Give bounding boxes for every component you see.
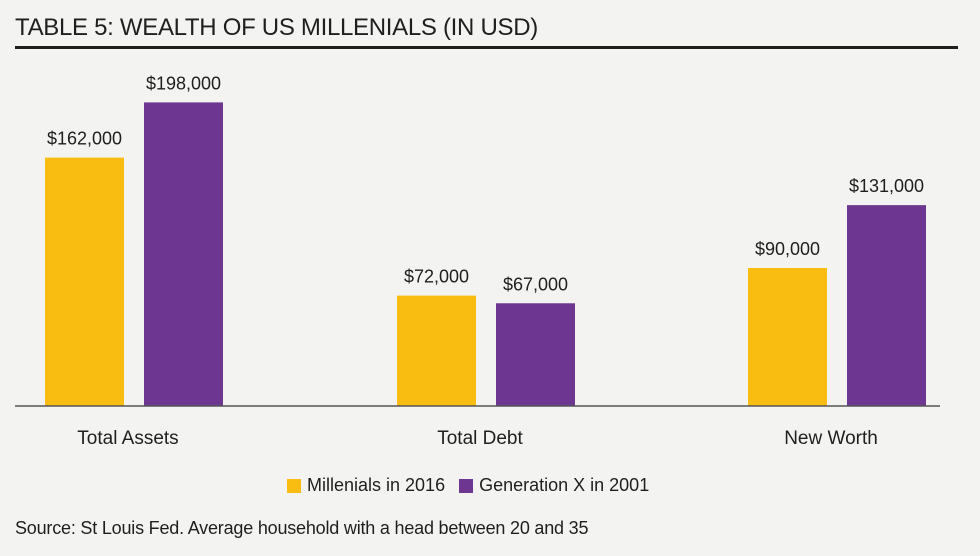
legend-label-millenials: Millenials in 2016 [307, 475, 446, 495]
data-label-new-worth-genx: $131,000 [849, 176, 924, 196]
legend: Millenials in 2016 Generation X in 2001 [287, 475, 663, 496]
category-label-total-assets: Total Assets [77, 428, 178, 449]
bar-new-worth-millenials [748, 268, 827, 406]
source-note: Source: St Louis Fed. Average household … [15, 518, 589, 538]
labels-layer: $162,000 $198,000 Total Assets $72,000 $67,0… [47, 73, 924, 449]
legend-item-genx: Generation X in 2001 [459, 475, 649, 496]
data-label-total-debt-millenials: $72,000 [404, 267, 469, 287]
bar-total-assets-genx [144, 102, 223, 407]
bar-new-worth-genx [847, 205, 926, 406]
category-label-total-debt: Total Debt [437, 428, 523, 449]
bar-total-assets-millenials [45, 157, 124, 406]
data-label-total-assets-genx: $198,000 [146, 73, 221, 93]
chart-title: TABLE 5: WEALTH OF US MILLENIALS (IN USD… [15, 14, 538, 41]
data-label-total-assets-millenials: $162,000 [47, 129, 122, 149]
data-label-total-debt-genx: $67,000 [503, 274, 568, 294]
bars-layer [45, 102, 926, 407]
bar-total-debt-millenials [397, 295, 476, 406]
legend-label-genx: Generation X in 2001 [479, 475, 650, 495]
category-label-new-worth: New Worth [784, 428, 878, 449]
legend-swatch-genx [459, 478, 474, 493]
legend-item-millenials: Millenials in 2016 [287, 475, 445, 496]
legend-swatch-millenials [287, 478, 301, 493]
data-label-new-worth-millenials: $90,000 [755, 239, 820, 259]
bar-chart: $162,000 $198,000 Total Assets $72,000 $67,0… [15, 73, 940, 449]
bar-total-debt-genx [496, 303, 575, 406]
title-underline [15, 46, 958, 49]
